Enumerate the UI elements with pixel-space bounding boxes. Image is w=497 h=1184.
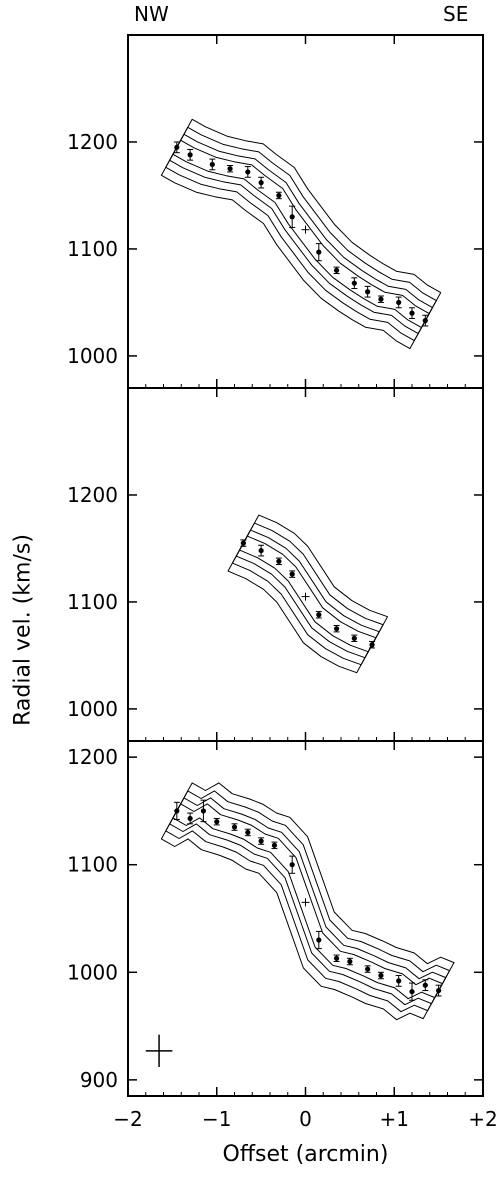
data-point — [240, 540, 246, 546]
nw-direction-label: NW — [134, 2, 169, 26]
panel-middle-y-tick-label: 1100 — [67, 590, 118, 614]
data-point — [187, 815, 193, 822]
data-point — [333, 955, 340, 961]
panel-middle-contour-2 — [235, 529, 380, 659]
data-point — [227, 166, 233, 172]
panel-top-contour-2 — [169, 133, 433, 335]
x-tick-label: +1 — [380, 1107, 409, 1131]
data-point — [396, 978, 402, 984]
data-point — [436, 987, 442, 994]
data-point — [409, 310, 415, 316]
data-point — [409, 989, 415, 995]
data-point — [316, 612, 322, 618]
data-point — [258, 547, 264, 554]
x-tick-label: 0 — [299, 1107, 312, 1131]
data-point — [209, 161, 215, 168]
data-point — [351, 635, 357, 641]
data-point — [422, 982, 428, 988]
data-point — [351, 280, 357, 286]
data-point — [365, 289, 371, 295]
data-point — [396, 299, 402, 306]
data-point — [347, 958, 353, 965]
panel-top-contour-0 — [160, 118, 442, 350]
data-point — [365, 966, 371, 972]
panel-top-contour-3 — [172, 139, 430, 329]
data-point — [316, 249, 322, 255]
data-point — [187, 152, 193, 158]
panel-top-y-tick-label: 1000 — [67, 344, 118, 368]
data-point — [174, 144, 180, 150]
panel-bottom-frame — [127, 740, 484, 1097]
panel-bottom-contour-2 — [169, 797, 447, 1006]
data-point — [174, 808, 180, 814]
x-tick-label: +2 — [468, 1107, 497, 1131]
data-point — [289, 862, 295, 868]
data-point — [369, 642, 375, 648]
data-point — [422, 318, 428, 324]
panel-top-y-tick-label: 1100 — [67, 237, 118, 261]
data-point — [200, 808, 207, 814]
data-point — [258, 180, 264, 186]
panel-middle-frame — [127, 387, 484, 742]
data-point — [289, 571, 295, 577]
panel-top-contour-1 — [165, 126, 437, 342]
panel-bottom-y-tick-label: 1000 — [67, 960, 118, 984]
panel-middle-y-tick-label: 1000 — [67, 697, 118, 721]
panel-bottom-y-tick-label: 900 — [80, 1068, 118, 1092]
panel-bottom-contour-3 — [172, 803, 443, 1000]
x-axis-label: Offset (arcmin) — [222, 1142, 389, 1167]
x-tick-label: −2 — [113, 1107, 142, 1131]
panel-top-y-tick-label: 1200 — [67, 130, 118, 154]
data-point — [289, 214, 295, 220]
data-point — [276, 558, 282, 564]
panel-bottom-y-tick-label: 1100 — [67, 853, 118, 877]
panel-bottom-contour-1 — [165, 790, 451, 1013]
panel-middle-contour-1 — [231, 522, 384, 666]
y-axis-label: Radial vel. (km/s) — [10, 534, 36, 726]
data-point — [333, 267, 340, 273]
x-tick-label: −1 — [202, 1107, 231, 1131]
data-point — [245, 829, 251, 836]
panel-bottom-y-tick-label: 1200 — [67, 745, 118, 769]
data-point — [378, 972, 384, 979]
se-direction-label: SE — [443, 2, 469, 26]
data-point — [231, 824, 238, 830]
panel-bottom-contour-0 — [160, 782, 455, 1021]
data-point — [245, 169, 251, 175]
panel-middle-contour-0 — [227, 514, 388, 674]
panel-middle-y-tick-label: 1200 — [67, 483, 118, 507]
data-point — [276, 192, 282, 199]
data-point — [271, 842, 278, 848]
data-point — [333, 626, 340, 632]
data-point — [316, 937, 322, 943]
data-point — [214, 819, 220, 825]
panel-middle-contour-3 — [239, 535, 377, 653]
data-point — [258, 838, 264, 844]
data-point — [378, 296, 384, 302]
